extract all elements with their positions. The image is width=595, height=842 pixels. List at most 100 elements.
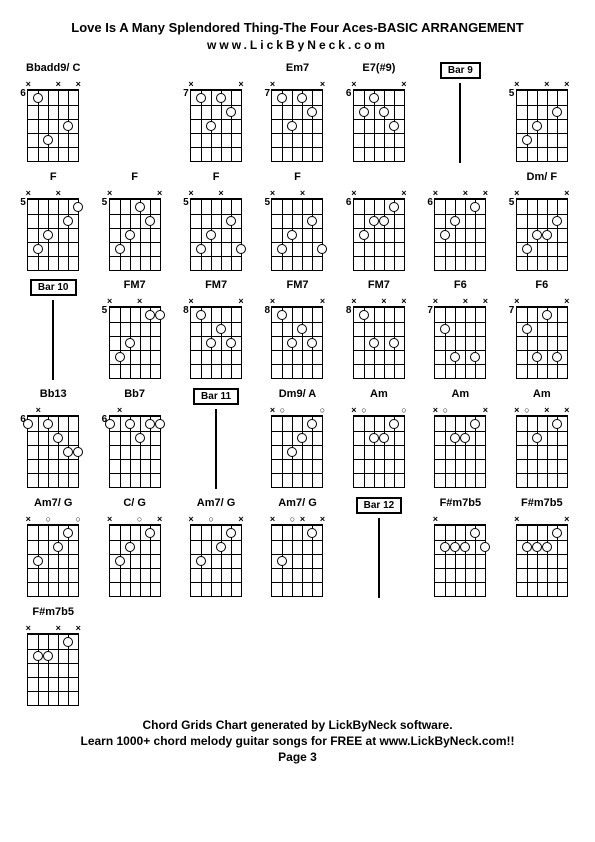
chord-cell: Bar 9: [422, 62, 498, 163]
fretboard: [353, 198, 405, 271]
finger-dot: [135, 433, 145, 443]
chord-cell: F××5: [178, 171, 254, 271]
muted-string-icon: ×: [56, 623, 61, 633]
muted-string-icon: ×: [463, 188, 468, 198]
fret-number: 6: [346, 88, 352, 99]
finger-dot: [460, 542, 470, 552]
finger-dot: [43, 419, 53, 429]
chord-diagram: ×××: [23, 623, 83, 706]
finger-dot: [379, 107, 389, 117]
fretboard: [109, 415, 161, 488]
muted-string-icon: ×: [483, 296, 488, 306]
chord-cell: Bb7×6: [96, 388, 172, 489]
finger-dot: [226, 107, 236, 117]
fretboard: [434, 306, 486, 379]
muted-string-icon: ×: [270, 405, 275, 415]
finger-dot: [216, 542, 226, 552]
chord-diagram: ××○: [105, 514, 165, 597]
chord-cell: Dm9/ A×○○: [259, 388, 335, 489]
muted-string-icon: ×: [320, 296, 325, 306]
finger-dot: [369, 93, 379, 103]
chord-diagram: ××8: [267, 296, 327, 379]
finger-dot: [379, 216, 389, 226]
muted-string-icon: ×: [320, 514, 325, 524]
chord-cell: FM7×××8: [341, 279, 417, 380]
fret-number: 7: [183, 88, 189, 99]
chord-label: F: [213, 171, 220, 185]
chord-label: F: [50, 171, 57, 185]
chord-label: FM7: [286, 279, 308, 293]
fret-number: 7: [509, 305, 515, 316]
chord-label: Dm9/ A: [279, 388, 317, 402]
chord-cell: Am7/ G×××○: [259, 497, 335, 598]
chord-diagram: ××7: [267, 79, 327, 162]
finger-dot: [196, 93, 206, 103]
finger-dot: [33, 244, 43, 254]
chord-diagram: ×××8: [349, 296, 409, 379]
finger-dot: [450, 542, 460, 552]
chord-diagram: ××8: [186, 296, 246, 379]
bar-marker: Bar 11: [193, 388, 239, 405]
open-string-icon: ○: [45, 514, 50, 524]
chord-diagram: ×××5: [512, 79, 572, 162]
muted-string-icon: ×: [36, 405, 41, 415]
fretboard: [27, 633, 79, 706]
finger-dot: [23, 419, 33, 429]
muted-string-icon: ×: [433, 296, 438, 306]
finger-dot: [216, 93, 226, 103]
chord-diagram: ×○○: [349, 405, 409, 488]
fret-number: 5: [509, 197, 515, 208]
website-url: www.LickByNeck.com: [15, 38, 580, 52]
chord-diagram: ×××○: [512, 405, 572, 488]
finger-dot: [389, 419, 399, 429]
muted-string-icon: ×: [433, 405, 438, 415]
finger-dot: [532, 433, 542, 443]
finger-dot: [532, 542, 542, 552]
chord-label: Dm/ F: [527, 171, 558, 185]
finger-dot: [552, 419, 562, 429]
finger-dot: [145, 310, 155, 320]
fretboard: [27, 198, 79, 271]
finger-dot: [552, 107, 562, 117]
finger-dot: [440, 542, 450, 552]
chord-diagram: ×: [430, 514, 490, 597]
chord-diagram: ××5: [23, 188, 83, 271]
finger-dot: [450, 352, 460, 362]
chord-diagram: ×××○: [267, 514, 327, 597]
finger-dot: [287, 447, 297, 457]
finger-dot: [277, 244, 287, 254]
fretboard: [353, 89, 405, 162]
chord-label: Bb13: [40, 388, 67, 402]
chord-diagram: ×××7: [430, 296, 490, 379]
muted-string-icon: ×: [483, 405, 488, 415]
finger-dot: [470, 352, 480, 362]
chord-cell: Am××○: [422, 388, 498, 489]
open-string-icon: ○: [443, 405, 448, 415]
finger-dot: [277, 556, 287, 566]
fret-number: 5: [509, 88, 515, 99]
muted-string-icon: ×: [238, 514, 243, 524]
chord-label: Am: [370, 388, 388, 402]
finger-dot: [226, 528, 236, 538]
chord-label: E7(#9): [362, 62, 395, 76]
muted-string-icon: ×: [514, 296, 519, 306]
chord-diagram: ×××6: [23, 79, 83, 162]
muted-string-icon: ×: [218, 188, 223, 198]
chord-cell: Em7××7: [259, 62, 335, 163]
chord-diagram: ××6: [349, 79, 409, 162]
finger-dot: [389, 338, 399, 348]
fret-number: 5: [102, 197, 108, 208]
finger-dot: [542, 230, 552, 240]
bar-marker: Bar 10: [30, 279, 77, 296]
fret-number: 5: [264, 197, 270, 208]
muted-string-icon: ×: [238, 79, 243, 89]
fretboard: [109, 198, 161, 271]
finger-dot: [196, 310, 206, 320]
chord-label: F#m7b5: [32, 606, 74, 620]
fretboard: [516, 415, 568, 488]
bar-line: [52, 300, 54, 380]
muted-string-icon: ×: [564, 188, 569, 198]
chord-diagram: ××5: [105, 188, 165, 271]
chord-cell: Bbadd9/ C×××6: [15, 62, 91, 163]
finger-dot: [542, 542, 552, 552]
